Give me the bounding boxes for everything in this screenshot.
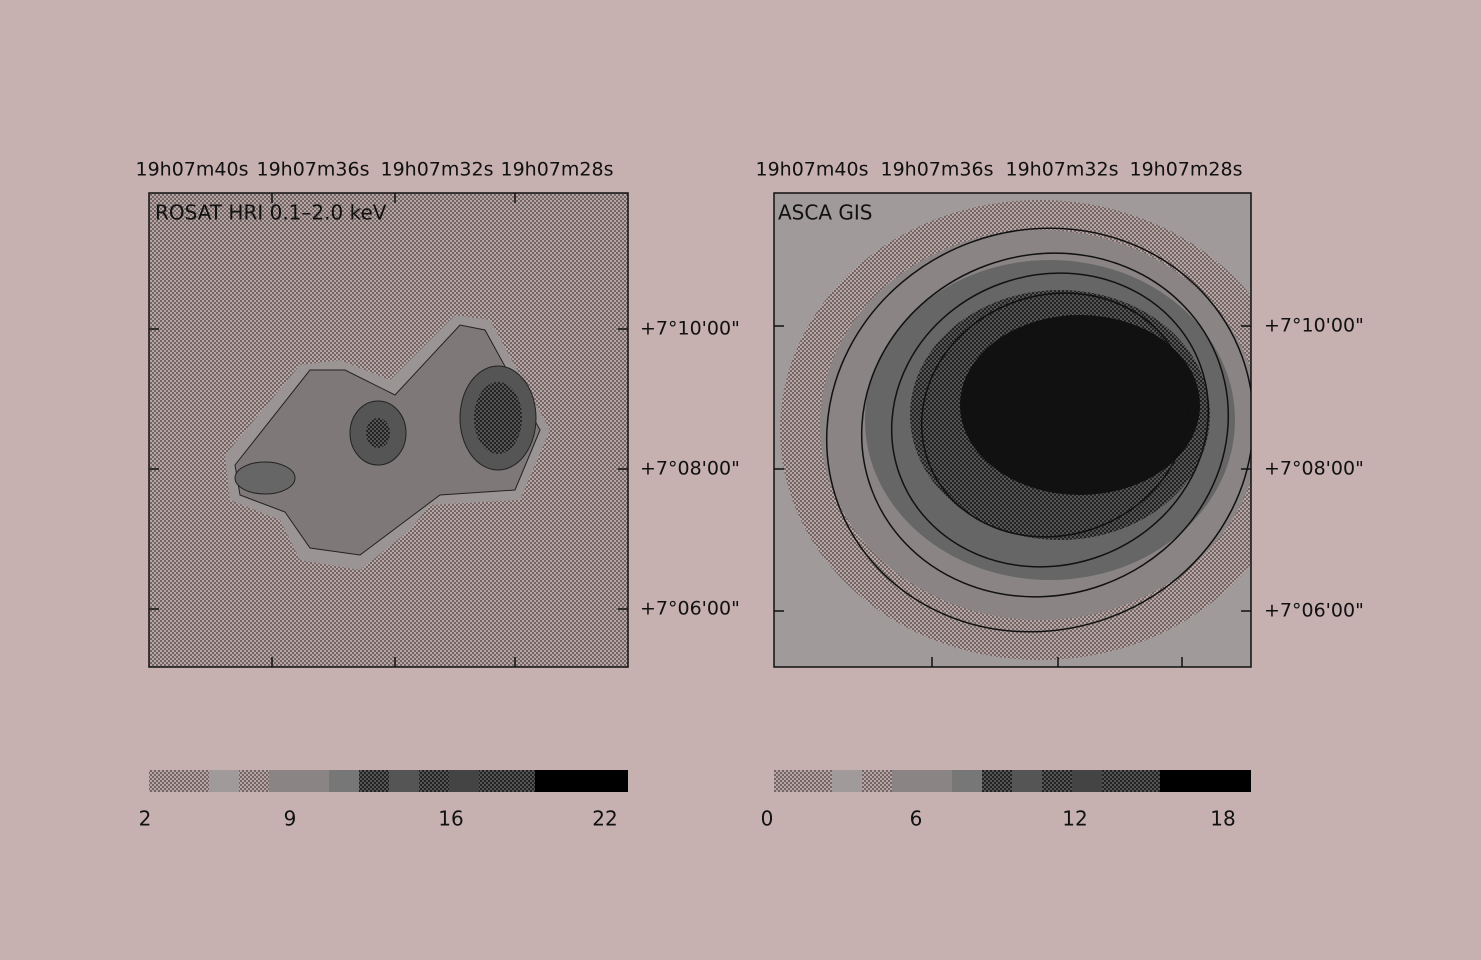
ra-label: 19h07m36s [257, 159, 370, 181]
colorbar-label: 0 [761, 807, 774, 831]
panel-title: ROSAT HRI 0.1–2.0 keV [155, 201, 387, 225]
ra-label: 19h07m32s [1006, 159, 1119, 181]
colorbar-left [149, 770, 628, 792]
right-image [770, 169, 1311, 692]
colorbar-label: 12 [1062, 807, 1087, 831]
ra-label: 19h07m40s [136, 159, 249, 181]
colorbar-label: 16 [438, 807, 463, 831]
colorbar-label: 18 [1210, 807, 1235, 831]
dec-label: +7°08'00" [1264, 458, 1364, 480]
ra-label: 19h07m32s [381, 159, 494, 181]
colorbar-label: 2 [139, 807, 152, 831]
left-image [149, 193, 628, 667]
colorbar-right [774, 770, 1251, 792]
colorbar-label: 22 [592, 807, 617, 831]
dec-label: +7°10'00" [640, 318, 740, 340]
dec-label: +7°08'00" [640, 458, 740, 480]
dec-label: +7°06'00" [1264, 600, 1364, 622]
dec-label: +7°06'00" [640, 598, 740, 620]
dec-label: +7°10'00" [1264, 315, 1364, 337]
figure: ROSAT HRI 0.1–2.0 keV 19h07m40s 19h07m36s 1… [0, 0, 1481, 960]
ra-label: 19h07m28s [501, 159, 614, 181]
ra-label: 19h07m28s [1130, 159, 1243, 181]
ra-label: 19h07m36s [881, 159, 994, 181]
colorbar-label: 6 [910, 807, 923, 831]
panel-title: ASCA GIS [778, 201, 872, 225]
ra-label: 19h07m40s [756, 159, 869, 181]
colorbar-label: 9 [284, 807, 297, 831]
